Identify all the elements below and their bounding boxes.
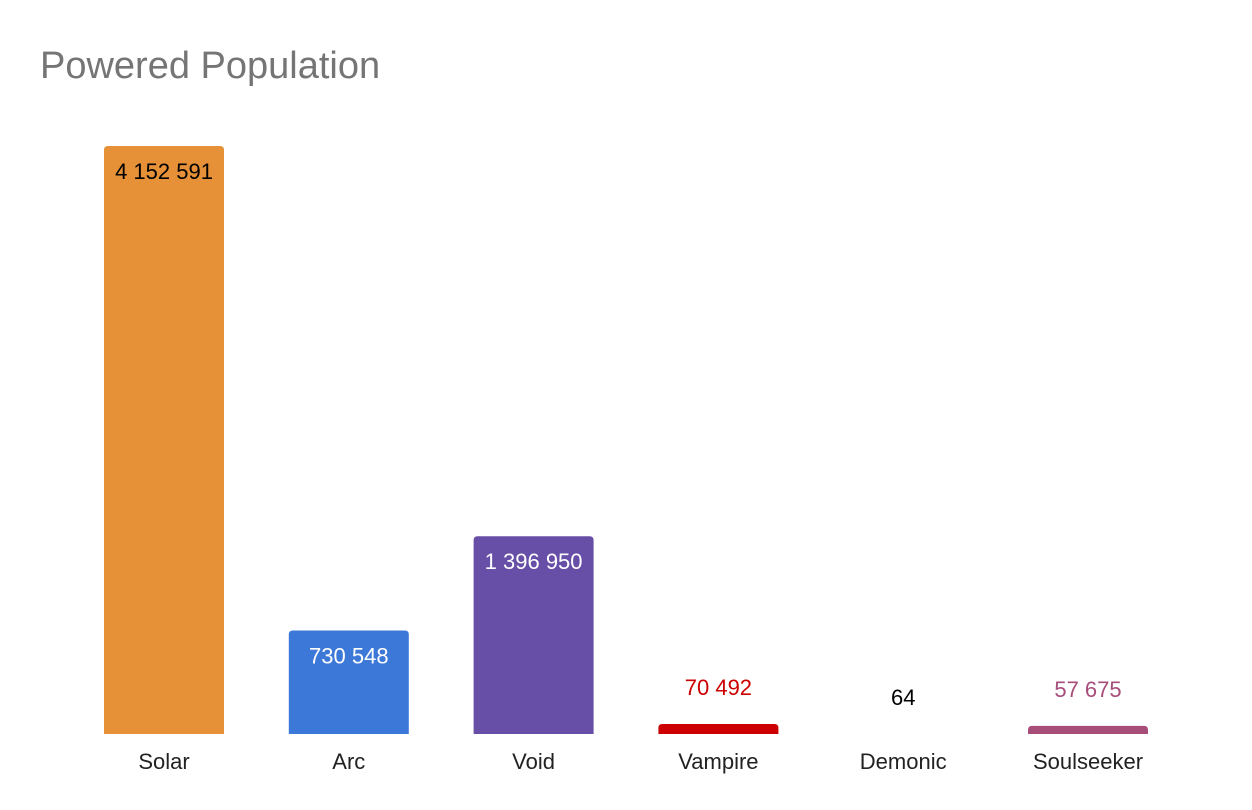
bar-solar	[104, 146, 224, 734]
value-label-demonic: 64	[891, 685, 915, 710]
bar-arc	[288, 630, 409, 734]
value-label-soulseeker: 57 675	[1054, 677, 1121, 702]
category-label-void: Void	[512, 749, 555, 774]
category-label-solar: Solar	[138, 749, 189, 774]
value-label-solar: 4 152 591	[115, 159, 213, 184]
value-labels-layer: 4 152 591 730 548 1 396 950 70 492 64 57 675	[115, 159, 1122, 710]
category-label-vampire: Vampire	[678, 749, 758, 774]
category-label-demonic: Demonic	[860, 749, 947, 774]
category-label-arc: Arc	[332, 749, 365, 774]
category-label-soulseeker: Soulseeker	[1033, 749, 1143, 774]
value-label-arc: 730 548	[309, 644, 389, 669]
category-labels-layer: Solar Arc Void Vampire Demonic Soulseeker	[138, 749, 1143, 774]
bar-vampire	[658, 724, 779, 734]
value-label-vampire: 70 492	[685, 675, 752, 700]
bar-void	[473, 536, 594, 734]
value-label-void: 1 396 950	[485, 549, 583, 574]
chart-title: Powered Population	[40, 45, 380, 87]
bars-layer	[104, 146, 1148, 734]
bar-soulseeker	[1028, 725, 1148, 734]
